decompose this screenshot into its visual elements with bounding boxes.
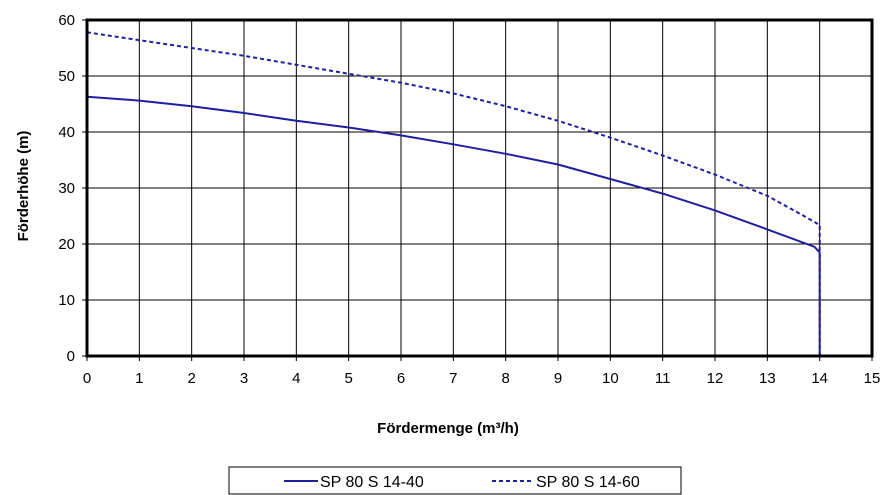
x-tick-label: 8 xyxy=(501,370,509,387)
y-tick-label: 60 xyxy=(58,12,75,29)
x-tick-label: 12 xyxy=(707,370,724,387)
x-tick-label: 3 xyxy=(240,370,248,387)
grid xyxy=(86,19,873,357)
x-tick-label: 1 xyxy=(135,370,143,387)
legend-label-sp-80-s-14-40: SP 80 S 14-40 xyxy=(320,474,424,491)
y-tick-label: 40 xyxy=(58,124,75,141)
x-tick-label: 5 xyxy=(344,370,352,387)
y-axis-ticks: 0 10 20 30 40 50 60 xyxy=(58,12,87,365)
series-lines xyxy=(86,31,821,356)
y-tick-label: 50 xyxy=(58,68,75,85)
x-tick-label: 15 xyxy=(864,370,881,387)
x-tick-label: 10 xyxy=(602,370,619,387)
y-tick-label: 10 xyxy=(58,292,75,309)
x-tick-label: 7 xyxy=(449,370,457,387)
x-tick-label: 0 xyxy=(83,370,91,387)
x-tick-label: 13 xyxy=(759,370,776,387)
y-tick-label: 0 xyxy=(67,348,75,365)
y-axis-title: Förderhöhe (m) xyxy=(15,131,32,242)
x-tick-label: 9 xyxy=(554,370,562,387)
y-tick-label: 30 xyxy=(58,180,75,197)
x-tick-label: 11 xyxy=(655,370,671,387)
x-tick-label: 14 xyxy=(811,370,828,387)
y-tick-label: 20 xyxy=(58,236,75,253)
x-tick-label: 2 xyxy=(187,370,195,387)
x-tick-label: 6 xyxy=(397,370,405,387)
series-line-sp-80-s-14-40 xyxy=(86,95,821,356)
x-tick-label: 4 xyxy=(292,370,300,387)
legend-label-sp-80-s-14-60: SP 80 S 14-60 xyxy=(536,474,640,491)
x-axis-title: Fördermenge (m³/h) xyxy=(377,420,519,437)
series-line-sp-80-s-14-60 xyxy=(86,31,821,356)
legend: SP 80 S 14-40 SP 80 S 14-60 xyxy=(228,466,682,495)
x-axis-ticks: 0 1 2 3 4 5 6 7 8 9 10 11 12 13 14 15 xyxy=(83,356,881,387)
